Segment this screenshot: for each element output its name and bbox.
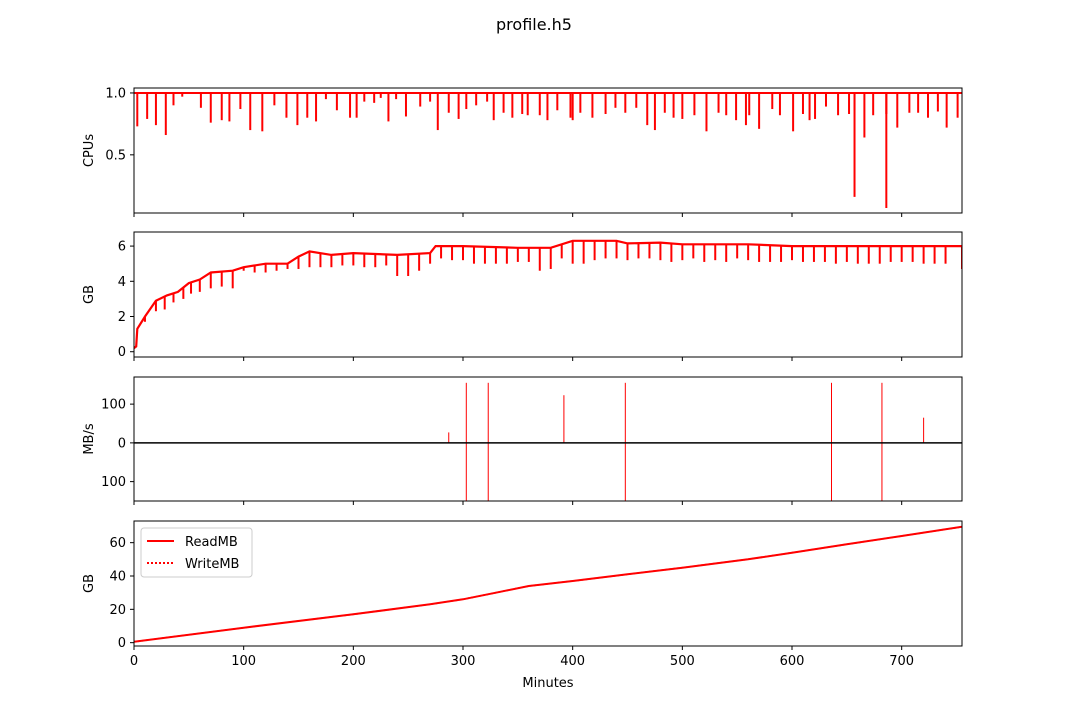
axes-frame	[133, 87, 963, 214]
legend-label: ReadMB	[185, 535, 238, 550]
y-axis-label: MB/s	[82, 423, 97, 455]
x-tick-label: 300	[451, 654, 476, 669]
axes-frame	[133, 231, 963, 358]
legend-label: WriteMB	[185, 557, 239, 572]
y-tick-label: 0	[118, 636, 126, 651]
series-line	[134, 239, 962, 350]
y-tick-label: 6	[118, 240, 126, 255]
x-tick-label: 0	[130, 654, 138, 669]
plot-area	[134, 525, 962, 643]
plot-area	[134, 239, 962, 350]
x-tick-label: 200	[341, 654, 366, 669]
y-tick-label: 40	[109, 570, 126, 585]
y-tick-label: 0.5	[105, 148, 126, 163]
series-line-readmb	[134, 525, 962, 643]
figure-title: profile.h5	[496, 15, 572, 34]
y-axis-label: CPUs	[82, 134, 97, 167]
x-tick-label: 100	[231, 654, 256, 669]
y-tick-label: 0	[118, 345, 126, 360]
panel-4: ReadMB WriteMB 0 20 40 60 GB 0 100 200 300 400 500 60…	[82, 520, 963, 669]
y-tick-label: 2	[118, 310, 126, 325]
y-axis-label: GB	[82, 574, 97, 593]
y-tick-label: 100	[101, 475, 126, 490]
y-tick-label: 100	[101, 398, 126, 413]
y-tick-label: 0	[118, 436, 126, 451]
panel-1: 0.5 1.0 CPUs	[82, 86, 963, 217]
plot-area	[134, 91, 962, 209]
panel-2: 0 2 4 6 GB	[82, 231, 963, 361]
y-tick-label: 20	[109, 603, 126, 618]
plot-area	[134, 382, 962, 501]
series-line-writemb	[134, 526, 962, 643]
x-tick-label: 600	[780, 654, 805, 669]
axes-frame	[133, 376, 963, 502]
chart-panels: 0.5 1.0 CPUs 0 2 4 6 GB 100 0 100 MB/s ReadMB WriteMB…	[82, 86, 963, 669]
panel-3: 100 0 100 MB/s	[82, 376, 963, 505]
legend: ReadMB WriteMB	[140, 527, 253, 578]
y-tick-label: 60	[109, 536, 126, 551]
axes-frame	[133, 520, 963, 647]
x-tick-label: 500	[670, 654, 695, 669]
x-axis-label: Minutes	[522, 676, 573, 691]
x-tick-label: 700	[889, 654, 914, 669]
x-tick-label: 400	[560, 654, 585, 669]
y-tick-label: 4	[118, 275, 126, 290]
y-tick-label: 1.0	[105, 86, 126, 101]
y-axis-label: GB	[82, 285, 97, 304]
